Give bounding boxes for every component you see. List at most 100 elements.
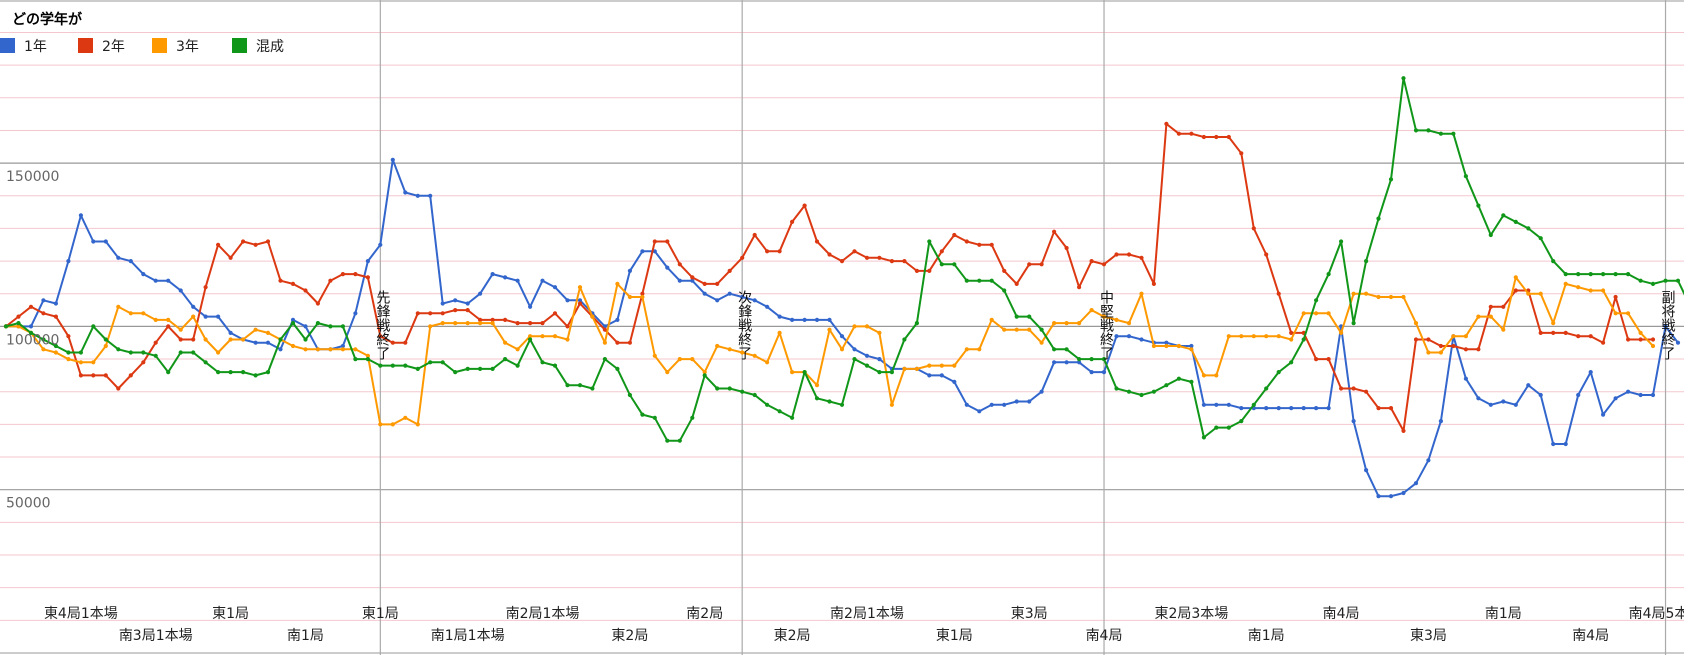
data-point [852,347,857,352]
data-point [128,373,133,378]
data-point [465,366,470,371]
x-tick-label: 南4局 [1086,628,1123,644]
data-point [1139,392,1144,398]
data-point [390,422,395,427]
data-point [1551,441,1556,447]
data-point [565,324,570,329]
data-point [1264,386,1269,391]
data-point [1513,275,1518,280]
data-point [1239,406,1244,411]
x-tick-label: 南1局1本場 [431,628,505,644]
data-point [627,268,633,273]
data-point [1613,294,1618,300]
data-point [116,386,121,391]
data-point [952,379,957,384]
data-point [1675,278,1681,283]
data-point [802,203,807,208]
data-point [1314,357,1319,362]
data-point [465,301,470,306]
data-point [1388,177,1394,182]
data-point [191,314,196,319]
data-point [1613,396,1618,401]
data-point [1114,334,1119,339]
data-point [1276,406,1281,411]
data-point [315,321,320,326]
data-point [478,291,483,296]
data-point [453,321,458,326]
data-point [690,357,695,362]
data-point [690,275,695,280]
data-point [1364,259,1369,264]
legend-label: 混成 [256,39,284,55]
data-point [1326,406,1331,411]
data-point [1413,337,1419,342]
x-tick-label: 南3局1本場 [119,628,193,644]
data-point [116,255,121,260]
x-tick-label: 南1局 [287,628,324,644]
data-point [839,402,845,407]
data-point [1039,262,1044,267]
data-point [740,389,745,394]
data-point [552,334,558,339]
legend: どの学年が 1年 2年 3年 混成 [0,11,284,55]
data-point [1002,268,1007,273]
y-axis-ticks: 150000 100000 50000 [6,169,59,512]
data-point [752,392,757,398]
data-point [1201,435,1206,440]
data-point [1351,419,1356,424]
data-point [1351,291,1356,296]
data-point [1551,321,1556,326]
legend-item: 2年 [78,38,125,55]
data-point [1326,311,1331,316]
data-point [939,249,944,254]
data-point [1501,213,1506,218]
data-point [877,255,882,260]
x-tick-label: 東3局 [1011,606,1048,622]
series-混成 [3,76,1684,443]
data-point [191,350,196,355]
data-point [665,370,670,375]
data-point [889,259,895,264]
data-point [503,317,508,322]
data-point [1401,428,1406,433]
data-point [914,366,920,371]
data-point [552,285,558,290]
data-point [1364,468,1369,473]
data-point [1638,330,1643,335]
data-point [1376,294,1381,300]
data-point [1077,360,1082,365]
data-point [977,242,982,247]
data-point [1563,330,1568,335]
data-point [1426,350,1431,355]
data-point [777,409,782,414]
data-point [465,308,470,313]
data-point [403,190,408,195]
data-point [702,291,707,296]
data-point [365,259,370,264]
data-point [902,366,907,371]
data-point [128,259,133,264]
data-point [814,239,820,244]
data-point [1052,347,1057,352]
data-point [66,334,71,339]
data-point [41,311,46,316]
data-point [203,285,208,290]
data-point [103,373,108,378]
data-point [777,314,782,319]
data-point [303,324,308,329]
data-point [1126,252,1132,257]
data-point [1014,327,1019,332]
data-point [41,337,46,342]
data-point [228,255,233,260]
data-point [1314,311,1319,316]
data-point [378,422,383,427]
data-point [1289,406,1294,411]
data-point [1289,330,1294,335]
data-point [765,402,770,407]
data-point [1613,272,1618,277]
legend-label: 1年 [24,39,47,55]
data-point [1002,402,1007,407]
data-point [216,314,221,319]
data-point [740,294,745,300]
